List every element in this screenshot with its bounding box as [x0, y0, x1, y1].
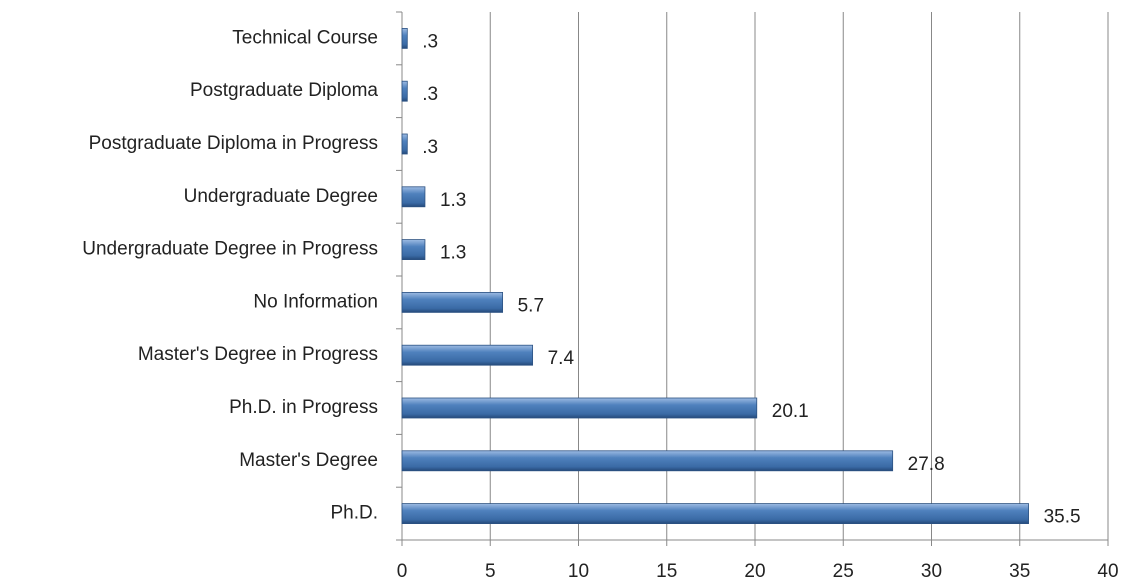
data-label: .3 — [422, 84, 438, 105]
y-tick-label: Ph.D. in Progress — [229, 397, 378, 418]
x-tick-label: 0 — [397, 561, 408, 582]
x-tick-label: 25 — [833, 561, 854, 582]
x-tick-label: 15 — [656, 561, 677, 582]
x-tick-label: 30 — [921, 561, 942, 582]
data-label: 7.4 — [548, 348, 575, 369]
y-tick-label: Undergraduate Degree in Progress — [82, 239, 378, 260]
bar — [401, 27, 408, 49]
bar — [401, 397, 758, 419]
x-tick-label: 35 — [1009, 561, 1030, 582]
data-label: 27.8 — [908, 454, 945, 475]
data-label: 1.3 — [440, 190, 466, 211]
data-label: .3 — [422, 31, 438, 52]
bar — [401, 344, 534, 366]
y-tick-label: Master's Degree in Progress — [138, 344, 378, 365]
x-tick-label: 5 — [485, 561, 496, 582]
y-tick-label: Postgraduate Diploma — [190, 80, 378, 101]
data-label: 20.1 — [772, 401, 809, 422]
data-label: 1.3 — [440, 243, 466, 264]
bar — [401, 450, 894, 472]
x-tick-label: 10 — [568, 561, 589, 582]
y-tick-label: Ph.D. — [330, 503, 378, 524]
data-label: .3 — [422, 137, 438, 158]
x-tick-label: 40 — [1097, 561, 1118, 582]
bar — [401, 503, 1029, 525]
y-tick-label: Postgraduate Diploma in Progress — [89, 133, 378, 154]
bar — [401, 80, 408, 102]
data-label: 35.5 — [1044, 507, 1081, 528]
y-tick-label: Undergraduate Degree — [184, 186, 378, 207]
y-tick-label: No Information — [253, 291, 378, 312]
y-tick-label: Technical Course — [232, 27, 378, 48]
x-tick-label: 20 — [744, 561, 765, 582]
bar — [401, 239, 426, 261]
bar — [401, 186, 426, 208]
y-tick-label: Master's Degree — [239, 450, 378, 471]
bar — [401, 133, 408, 155]
bar — [401, 291, 504, 313]
data-label: 5.7 — [518, 295, 544, 316]
